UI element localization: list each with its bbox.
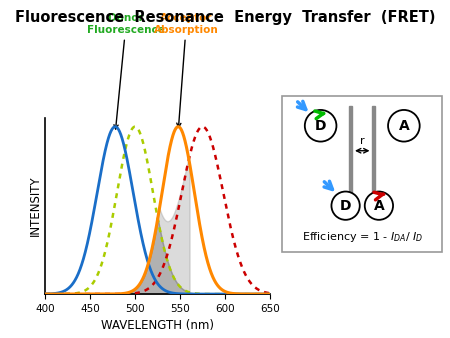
- Y-axis label: INTENSITY: INTENSITY: [29, 176, 42, 237]
- Text: D: D: [315, 119, 326, 133]
- Text: A: A: [374, 199, 384, 213]
- Text: Acceptor
Absorption: Acceptor Absorption: [154, 13, 219, 127]
- Circle shape: [305, 110, 337, 142]
- X-axis label: WAVELENGTH (nm): WAVELENGTH (nm): [101, 319, 214, 332]
- Text: A: A: [399, 119, 409, 133]
- Text: Efficiency = 1 - $\mathit{I}_{DA}$/ $\mathit{I}_{D}$: Efficiency = 1 - $\mathit{I}_{DA}$/ $\ma…: [302, 230, 423, 244]
- FancyBboxPatch shape: [282, 96, 442, 252]
- Text: r: r: [360, 136, 364, 146]
- Text: D: D: [340, 199, 351, 213]
- Bar: [349, 106, 352, 197]
- Text: Donor
Fluorescence: Donor Fluorescence: [87, 13, 165, 129]
- Bar: [373, 106, 375, 197]
- Circle shape: [332, 192, 360, 220]
- Circle shape: [365, 192, 393, 220]
- Text: Fluorescence  Resonance  Energy  Transfer  (FRET): Fluorescence Resonance Energy Transfer (…: [15, 10, 435, 25]
- Circle shape: [388, 110, 420, 142]
